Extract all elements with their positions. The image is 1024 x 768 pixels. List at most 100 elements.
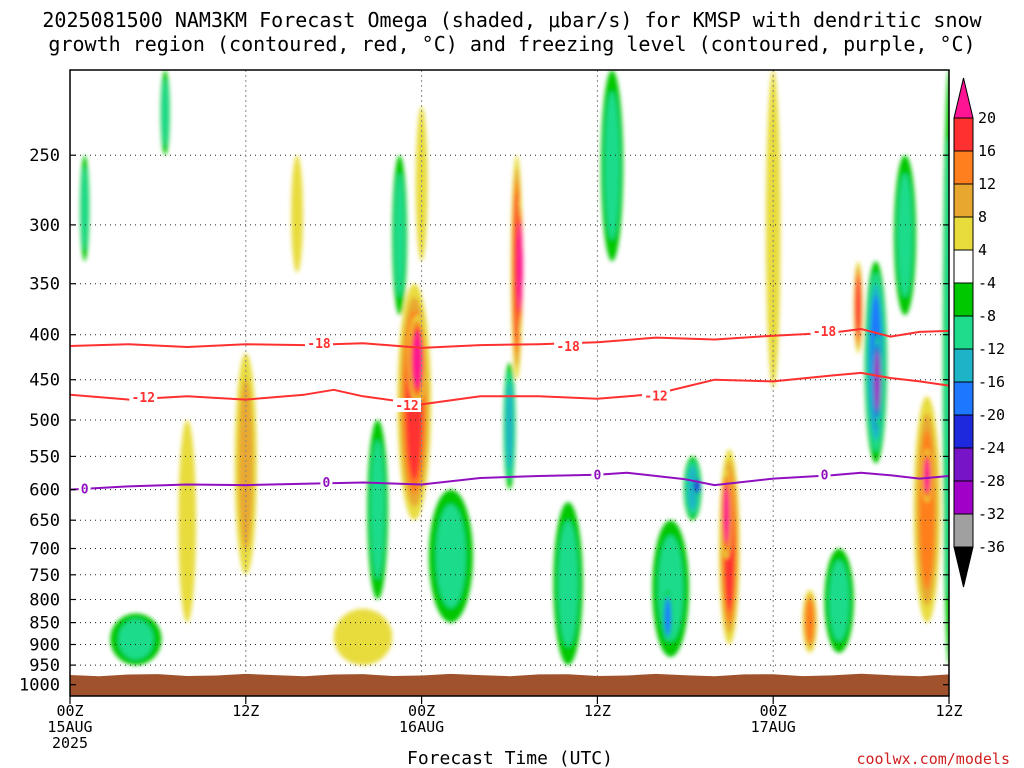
contour-label-6: -12	[644, 389, 667, 404]
contour-label-bg-0	[78, 481, 91, 496]
colorbar-label-5: -4	[978, 274, 996, 292]
x-tick-label-0-0: 00Z	[56, 702, 83, 720]
omega-cell-17-1	[897, 173, 913, 298]
x-tick-label-4-0: 00Z	[760, 702, 787, 720]
credit-link[interactable]: coolwx.com/models	[856, 750, 1010, 768]
omega-cell-13-6	[874, 352, 881, 410]
colorbar-label-7: -12	[978, 340, 1005, 358]
contour-label-3: 0	[821, 468, 829, 483]
colorbar-label-8: -16	[978, 373, 1005, 391]
contour-label-bg-3	[818, 467, 831, 482]
colorbar-swatch-6	[953, 282, 974, 317]
colorbar-label-2: 12	[978, 175, 996, 193]
omega-cell-30-1	[162, 79, 169, 146]
colorbar-label-4: 4	[978, 241, 987, 259]
contours: 0 0 0 0 -12 -12 -12 -18 -18 -18	[70, 323, 949, 498]
contour-label-4: -12	[132, 391, 155, 406]
omega-cell-9-4	[723, 485, 730, 544]
x-axis-label: Forecast Time (UTC)	[407, 748, 613, 768]
contour-label-0: 0	[81, 483, 89, 498]
omega-cell-18-1	[604, 91, 620, 240]
y-tick-label-700: 700	[29, 540, 60, 560]
y-tick-label-850: 850	[29, 614, 60, 634]
omega-cell-21-1	[829, 560, 849, 642]
terrain-band	[70, 673, 949, 696]
terrain-surface	[70, 673, 949, 696]
x-tick-label-4-1: 17AUG	[751, 718, 796, 736]
colorbar-swatch-2	[953, 150, 974, 185]
colorbar-swatch-13	[953, 513, 974, 548]
omega-cell-32-0	[291, 155, 303, 273]
contour-label-7: -18	[307, 337, 331, 352]
contour-label-2: 0	[593, 468, 601, 483]
omega-cell-29-0	[415, 106, 428, 262]
plot-area: 0 0 0 0 -12 -12 -12 -18 -18 -18	[70, 70, 949, 696]
colorbar-swatch-9	[953, 381, 974, 416]
colorbar-label-11: -28	[978, 472, 1005, 490]
colorbar-swatch-5	[953, 249, 974, 284]
y-tick-label-650: 650	[29, 511, 60, 531]
colorbar: 20 16 12 8 4 -4 -8 -12 -16 -20 -24 -28 -32 -36	[953, 77, 1005, 588]
y-tick-label-450: 450	[29, 371, 60, 391]
y-tick-label-600: 600	[29, 481, 60, 501]
x-tick-label-0-1: 15AUG	[47, 718, 92, 736]
x-tick-label-2-1: 16AUG	[399, 718, 444, 736]
contour-label-bg-1	[320, 475, 333, 490]
y-tick-label-400: 400	[29, 326, 60, 346]
x-tick-label-2-0: 00Z	[408, 702, 435, 720]
colorbar-label-9: -20	[978, 406, 1005, 424]
grid-lines	[70, 70, 949, 696]
contour-label-1: 0	[322, 476, 330, 491]
contour-label-bg-2	[591, 467, 604, 482]
omega-cell-14-3	[855, 276, 862, 338]
y-tick-label-500: 500	[29, 411, 60, 431]
colorbar-swatch-10	[953, 414, 974, 449]
chart-title-line-2: growth region (contoured, red, °C) and f…	[48, 32, 975, 56]
omega-cell-22-1	[118, 619, 154, 660]
omega-cell-3-1	[370, 440, 385, 580]
colorbar-swatch-4	[953, 216, 974, 251]
colorbar-top-arrow	[953, 77, 974, 119]
colorbar-label-10: -24	[978, 439, 1005, 457]
omega-shading	[80, 70, 949, 666]
y-axis: 2503003504004505005506006507007508008509…	[19, 146, 949, 696]
omega-cell-26-0	[765, 70, 781, 389]
x-tick-label-3-0: 12Z	[584, 702, 611, 720]
omega-cell-28-0	[178, 420, 196, 623]
contour-label-9: -18	[813, 325, 837, 340]
contour-label-bg-4	[129, 390, 158, 404]
omega-cell-24-1	[436, 504, 466, 608]
y-tick-label-250: 250	[29, 146, 60, 166]
colorbar-bottom-arrow	[953, 546, 974, 588]
contour-label-8: -18	[556, 340, 580, 355]
omega-cell-25-1	[558, 520, 578, 647]
omega-cell-5-4	[516, 223, 523, 311]
colorbar-label-12: -32	[978, 505, 1005, 523]
colorbar-swatch-12	[953, 480, 974, 515]
x-tick-label-5-0: 12Z	[935, 702, 962, 720]
omega-cell-31-1	[81, 167, 88, 250]
x-tick-label-1-0: 12Z	[232, 702, 259, 720]
colorbar-label-6: -8	[978, 307, 996, 325]
chart-title-line-1: 2025081500 NAM3KM Forecast Omega (shaded…	[42, 8, 982, 32]
contour-label-bg-7	[305, 336, 333, 351]
omega-cell-1-4	[412, 331, 422, 389]
contour-label-5: -12	[395, 399, 418, 414]
y-tick-label-750: 750	[29, 566, 60, 586]
colorbar-swatch-7	[953, 315, 974, 350]
contour-label-bg-6	[642, 388, 670, 403]
contour-label-bg-8	[554, 339, 583, 353]
omega-cell-16-4	[924, 458, 930, 493]
omega-cell-10-2	[687, 466, 698, 511]
x-tick-label-0-2: 2025	[52, 734, 88, 752]
omega-cell-23-0	[333, 608, 393, 666]
contour-label-bg-5	[393, 398, 421, 412]
y-tick-label-900: 900	[29, 636, 60, 656]
colorbar-swatch-8	[953, 348, 974, 383]
y-tick-label-800: 800	[29, 591, 60, 611]
y-tick-label-950: 950	[29, 656, 60, 676]
y-tick-label-350: 350	[29, 275, 60, 295]
y-tick-label-1000: 1000	[19, 676, 60, 696]
